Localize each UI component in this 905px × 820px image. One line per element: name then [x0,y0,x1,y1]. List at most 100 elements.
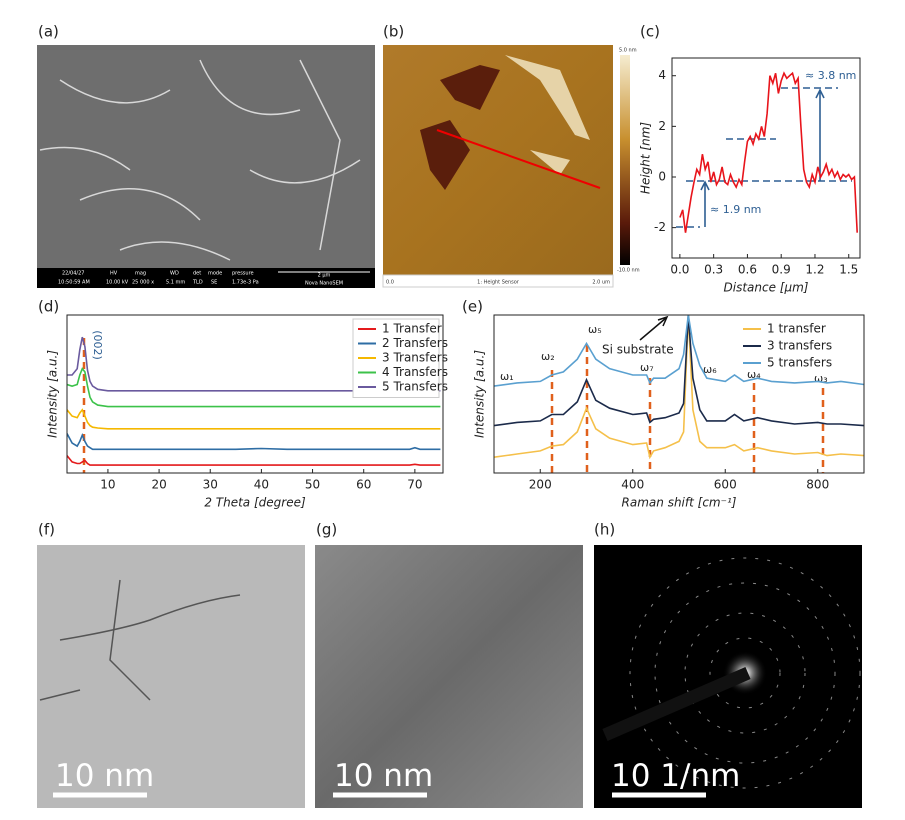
annotation: (002) [91,330,104,360]
x-tick-label: 50 [305,478,320,492]
sem-info: det [193,271,201,277]
afm-info: -10.0 nm [617,268,640,274]
ring [684,612,806,734]
legend-label: 1 Transfer [382,322,442,336]
legend-label: 2 Transfers [382,336,448,350]
scale-label: 10 1/nm [611,758,740,794]
panel-label: (c) [640,23,660,41]
y-tick-label: -2 [654,220,666,234]
afm-footer [382,274,614,288]
sem-info: HV [110,271,118,277]
x-tick-label: 60 [356,478,371,492]
y-axis-label: Intensity [a.u.] [46,350,60,438]
sem-wrinkles [39,59,361,261]
sem-info: 22/04/27 [62,271,84,277]
sem-info: Nova NanoSEM [305,281,343,287]
annotation: ≈ 1.9 nm [710,203,761,216]
sem-info: WD [170,271,179,277]
ring [709,637,781,709]
x-tick-label: 30 [203,478,218,492]
annotation: ω₇ [640,361,654,374]
x-tick-label: 20 [151,478,166,492]
y-axis-label: Intensity [a.u.] [473,350,487,438]
annotation: ≈ 3.8 nm [805,69,856,82]
arrow [639,315,669,341]
sem-image [37,45,375,288]
y-tick-label: 2 [658,119,666,133]
sem-info: 1.73e-3 Pa [232,280,259,286]
x-tick-label: 10 [100,478,115,492]
afm-panel: 0.0 1: Height Sensor 2.0 um 5.0 nm -10.0… [382,45,640,288]
axes-frame [671,57,861,259]
tem-features [39,579,241,701]
legend-label: 3 Transfers [382,351,448,365]
legend-label: 5 Transfers [382,380,448,394]
afm-info: 1: Height Sensor [477,280,520,286]
afm-info: 5.0 nm [619,48,637,54]
series-line [67,408,441,430]
x-axis-label: Distance [μm] [724,281,809,295]
series-line [679,71,858,233]
arrow [700,180,710,227]
series-line [494,315,864,387]
afm-dark-flakes [420,65,500,190]
annotation: ω₅ [588,323,602,336]
panel-label: (g) [316,521,337,539]
axes-frame [66,314,444,474]
panel-label: (h) [594,521,615,539]
x-tick-label: 1.5 [839,263,858,277]
x-axis-label: 2 Theta [degree] [204,496,306,510]
afm-light-flakes [505,55,590,175]
afm-info: 2.0 um [592,280,610,286]
sem-info: 25 000 x [132,280,154,286]
annotation: ω₂ [541,350,555,363]
x-tick-label: 0.3 [704,263,723,277]
ring [654,582,836,764]
afm-profile-line [436,129,601,189]
beam-stop [602,667,751,741]
sem-info: 10.00 kV [106,280,129,286]
x-tick-label: 40 [254,478,269,492]
scale-label: 10 nm [334,758,433,794]
x-tick-label: 0.6 [738,263,757,277]
panel-label: (f) [38,521,55,539]
sem-info: pressure [232,271,254,277]
series-line [67,455,441,466]
scale-label: 10 nm [55,758,154,794]
arrow [815,88,825,181]
sem-panel: 22/04/27 10:50:59 AM HV 10.00 kV mag 25 … [37,45,375,288]
sem-info: SE [211,280,217,286]
sem-info: 2 μm [318,273,331,279]
afm-colorbar [620,55,630,265]
annotation: ω₁ [500,370,514,383]
x-axis-label: Raman shift [cm⁻¹] [622,496,737,510]
legend-label: 4 Transfers [382,365,448,379]
panel-label: (b) [383,23,404,41]
legend-label: 3 transfers [767,339,832,353]
sem-info: mode [208,271,222,277]
axes-frame [493,314,865,474]
hrtem-image [315,545,583,808]
annotation: Si substrate [602,343,674,357]
ring [629,557,861,789]
series-line [67,432,441,451]
sem-info: 10:50:59 AM [58,280,90,286]
afm-info: 0.0 [386,280,394,286]
afm-image [383,45,613,275]
sem-info: TLD [192,280,203,286]
y-tick-label: 0 [658,169,666,183]
x-tick-label: 600 [714,478,737,492]
x-tick-label: 200 [529,478,552,492]
panel-label: (e) [462,298,483,316]
saed-rings [629,557,861,789]
legend-label: 1 transfer [767,322,826,336]
x-tick-label: 1.2 [805,263,824,277]
series-line [67,367,441,408]
y-axis-label: Height [nm] [639,122,653,194]
legend-label: 5 transfers [767,356,832,370]
x-tick-label: 0.9 [772,263,791,277]
series-line [494,315,864,427]
x-tick-label: 800 [806,478,829,492]
x-tick-label: 400 [621,478,644,492]
